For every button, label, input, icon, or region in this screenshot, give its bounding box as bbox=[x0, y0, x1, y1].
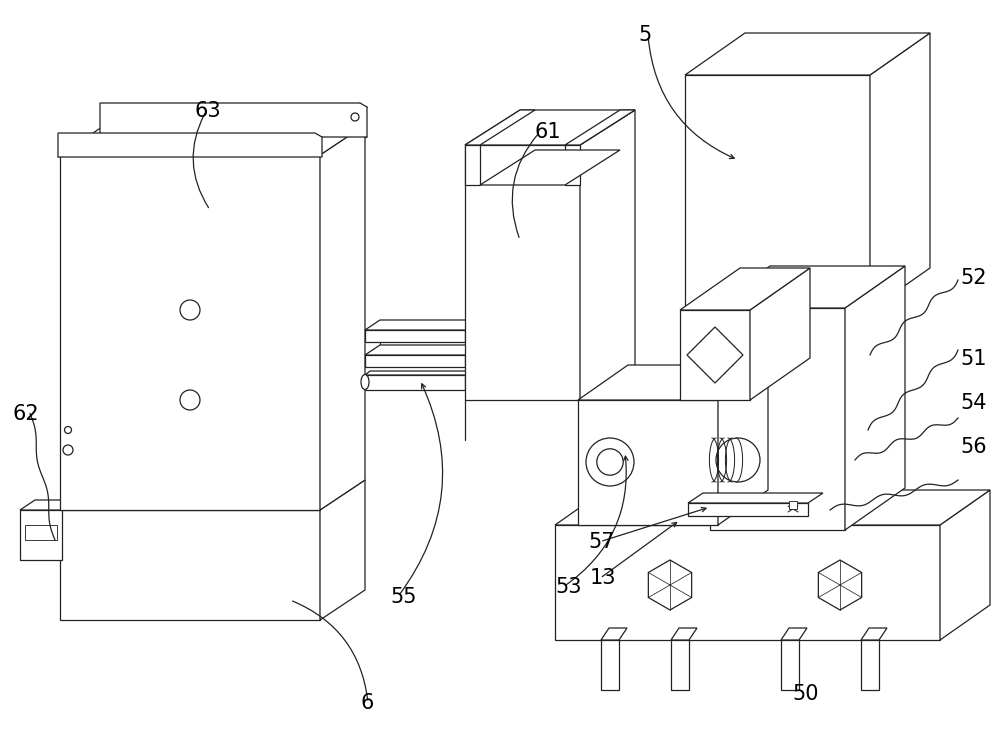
FancyArrowPatch shape bbox=[293, 601, 368, 700]
Polygon shape bbox=[781, 640, 799, 690]
Polygon shape bbox=[555, 490, 990, 525]
Polygon shape bbox=[845, 266, 905, 530]
FancyArrowPatch shape bbox=[400, 384, 443, 594]
FancyArrowPatch shape bbox=[565, 456, 628, 586]
Polygon shape bbox=[648, 560, 692, 610]
Polygon shape bbox=[365, 371, 470, 375]
Polygon shape bbox=[58, 133, 322, 157]
Polygon shape bbox=[480, 150, 620, 185]
Text: 61: 61 bbox=[535, 122, 562, 142]
Polygon shape bbox=[60, 125, 365, 155]
Text: 57: 57 bbox=[588, 531, 614, 552]
Text: 5: 5 bbox=[638, 25, 651, 45]
Polygon shape bbox=[861, 640, 879, 690]
Polygon shape bbox=[750, 268, 810, 400]
Polygon shape bbox=[601, 628, 627, 640]
Polygon shape bbox=[789, 501, 797, 509]
Polygon shape bbox=[870, 33, 930, 310]
Text: 53: 53 bbox=[555, 577, 582, 597]
Circle shape bbox=[351, 113, 359, 121]
Polygon shape bbox=[465, 110, 535, 145]
Polygon shape bbox=[465, 110, 635, 145]
Polygon shape bbox=[680, 268, 810, 310]
Polygon shape bbox=[685, 75, 870, 310]
Polygon shape bbox=[60, 510, 320, 620]
Circle shape bbox=[63, 445, 73, 455]
Polygon shape bbox=[687, 327, 743, 383]
Polygon shape bbox=[781, 628, 807, 640]
Polygon shape bbox=[555, 525, 940, 640]
Text: 62: 62 bbox=[12, 403, 39, 424]
Text: 6: 6 bbox=[360, 692, 373, 713]
Polygon shape bbox=[861, 628, 887, 640]
Polygon shape bbox=[680, 310, 750, 400]
Circle shape bbox=[64, 427, 72, 433]
Polygon shape bbox=[365, 320, 480, 330]
FancyArrowPatch shape bbox=[648, 38, 734, 159]
Polygon shape bbox=[365, 345, 480, 355]
Polygon shape bbox=[365, 375, 465, 390]
Polygon shape bbox=[940, 490, 990, 640]
Polygon shape bbox=[25, 525, 57, 540]
Polygon shape bbox=[465, 145, 580, 400]
Polygon shape bbox=[685, 33, 930, 75]
Polygon shape bbox=[320, 480, 365, 620]
Polygon shape bbox=[578, 400, 718, 525]
Polygon shape bbox=[601, 640, 619, 690]
Polygon shape bbox=[365, 355, 465, 367]
Text: 50: 50 bbox=[792, 684, 818, 704]
Polygon shape bbox=[365, 330, 465, 342]
Circle shape bbox=[180, 390, 200, 410]
Text: 52: 52 bbox=[960, 268, 986, 288]
Polygon shape bbox=[20, 500, 77, 510]
Text: 55: 55 bbox=[390, 586, 416, 607]
Polygon shape bbox=[565, 145, 580, 185]
Polygon shape bbox=[465, 145, 480, 185]
Text: 54: 54 bbox=[960, 392, 986, 413]
Polygon shape bbox=[60, 155, 320, 510]
Polygon shape bbox=[20, 510, 62, 560]
Polygon shape bbox=[671, 628, 697, 640]
Text: 13: 13 bbox=[590, 568, 616, 589]
Polygon shape bbox=[671, 640, 689, 690]
Polygon shape bbox=[818, 560, 862, 610]
Polygon shape bbox=[565, 110, 635, 145]
Circle shape bbox=[180, 300, 200, 320]
Ellipse shape bbox=[361, 375, 369, 389]
Polygon shape bbox=[710, 266, 905, 308]
Polygon shape bbox=[580, 110, 635, 400]
Polygon shape bbox=[578, 365, 768, 400]
FancyArrowPatch shape bbox=[512, 134, 538, 237]
Circle shape bbox=[586, 438, 634, 486]
Text: 63: 63 bbox=[195, 101, 222, 122]
Polygon shape bbox=[718, 365, 768, 525]
Polygon shape bbox=[688, 493, 823, 503]
Polygon shape bbox=[688, 503, 808, 516]
Polygon shape bbox=[320, 125, 365, 510]
Circle shape bbox=[597, 449, 623, 475]
Text: 51: 51 bbox=[960, 348, 986, 369]
Polygon shape bbox=[710, 308, 845, 530]
FancyArrowPatch shape bbox=[193, 113, 209, 208]
Polygon shape bbox=[60, 480, 365, 510]
Polygon shape bbox=[100, 103, 367, 137]
Text: 56: 56 bbox=[960, 436, 987, 457]
